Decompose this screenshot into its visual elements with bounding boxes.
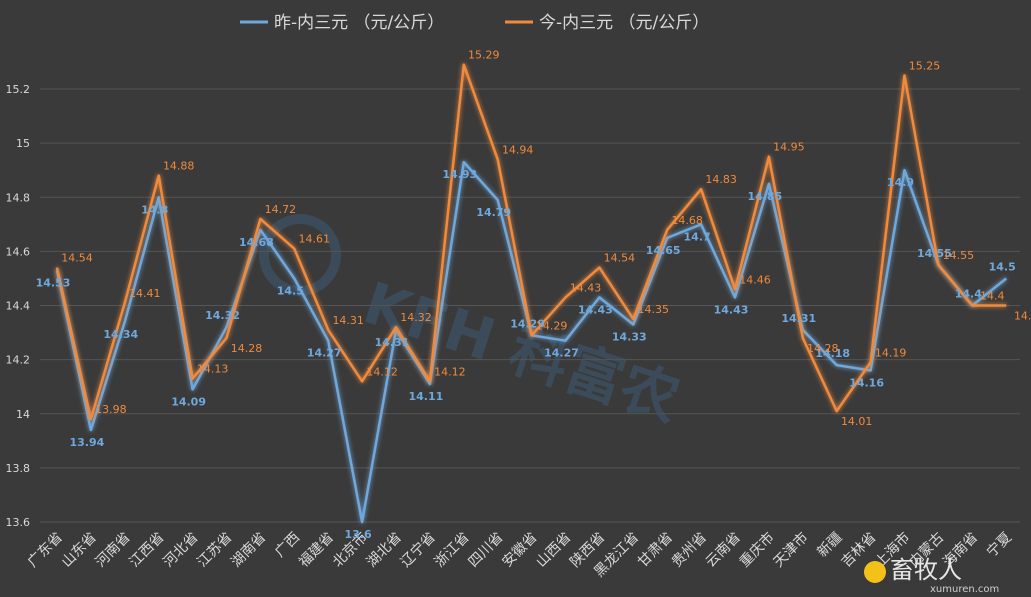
y-tick-label: 14.4: [6, 300, 31, 313]
data-label-yesterday: 14.8: [141, 203, 168, 216]
data-label-yesterday: 14.9: [887, 176, 914, 189]
series-lines: [55, 63, 1007, 524]
y-tick-label: 14.6: [6, 245, 31, 258]
x-tick-label: 宁夏: [983, 529, 1015, 561]
data-label-today: 14.4: [1014, 310, 1031, 323]
data-label-today: 14.72: [265, 203, 297, 216]
x-tick-label: 河南省: [93, 530, 134, 571]
data-label-today: 14.61: [299, 233, 331, 246]
x-tick-label: 四川省: [466, 530, 507, 571]
x-tick-label: 重庆市: [736, 529, 778, 571]
data-label-yesterday: 14.65: [646, 244, 681, 257]
y-tick-label: 14.8: [6, 191, 31, 204]
data-label-today: 14.68: [671, 214, 703, 227]
x-tick-label: 广东省: [25, 530, 66, 571]
legend-label-yesterday: 昨-内三元 （元/公斤）: [274, 13, 444, 33]
x-tick-label: 甘肃省: [635, 530, 676, 571]
grid: [40, 88, 1020, 523]
data-label-yesterday: 14.53: [36, 276, 71, 289]
heart-icon: [864, 561, 886, 583]
data-label-yesterday: 14.55: [917, 247, 952, 260]
x-tick-label: 贵州省: [669, 530, 710, 571]
data-label-today: 14.54: [61, 252, 93, 265]
data-label-yesterday: 14.09: [171, 395, 206, 408]
data-label-today: 14.94: [502, 143, 534, 156]
data-label-today: 14.13: [197, 363, 229, 376]
y-tick-label: 14: [16, 408, 30, 421]
y-tick-label: 13.6: [6, 516, 31, 529]
data-label-today: 14.28: [807, 342, 839, 355]
data-label-yesterday: 14.18: [815, 347, 850, 360]
data-label-yesterday: 13.6: [345, 528, 372, 541]
data-label-today: 14.35: [638, 303, 670, 316]
data-label-yesterday: 14.93: [442, 168, 477, 181]
data-label-yesterday: 14.29: [510, 317, 545, 330]
series-line-today: [55, 63, 1007, 421]
x-tick-label: 湖南省: [228, 530, 269, 571]
data-label-today: 14.83: [705, 173, 737, 186]
site-logo: 畜牧人 xumuren.com: [864, 556, 999, 595]
data-label-today: 14.31: [332, 314, 364, 327]
data-label-yesterday: 14.31: [781, 312, 816, 325]
data-label-yesterday: 14.27: [307, 347, 342, 360]
data-label-today: 14.95: [773, 141, 805, 154]
data-label-today: 14.32: [400, 311, 432, 324]
x-tick-label: 河北省: [160, 530, 201, 571]
data-label-today: 14.12: [434, 365, 466, 378]
data-label-today: 14.28: [231, 342, 263, 355]
x-tick-label: 江苏省: [194, 530, 235, 571]
data-label-today: 14.01: [841, 415, 873, 428]
data-label-today: 13.98: [95, 403, 127, 416]
data-label-today: 14.12: [366, 365, 398, 378]
x-tick-label: 江西省: [127, 530, 168, 571]
data-label-today: 14.55: [943, 249, 975, 262]
y-tick-label: 14.2: [6, 354, 31, 367]
x-tick-label: 山西省: [533, 530, 574, 571]
x-tick-label: 辽宁省: [397, 529, 439, 571]
data-label-yesterday: 14.85: [748, 190, 783, 203]
data-label-yesterday: 13.94: [70, 436, 105, 449]
y-tick-label: 15: [16, 137, 30, 150]
data-label-today: 14.41: [129, 287, 161, 300]
data-label-today: 14.46: [739, 273, 771, 286]
data-label-yesterday: 14.68: [239, 236, 274, 249]
data-label-yesterday: 14.31: [375, 336, 410, 349]
y-tick-label: 13.8: [6, 462, 31, 475]
x-tick-label: 云南省: [703, 530, 744, 571]
data-label-yesterday: 14.33: [612, 330, 647, 343]
logo-url: xumuren.com: [930, 584, 999, 595]
data-label-yesterday: 14.32: [205, 309, 240, 322]
y-tick-label: 15.2: [6, 83, 31, 96]
data-label-yesterday: 14.5: [989, 260, 1016, 273]
data-label-yesterday: 14.79: [476, 206, 511, 219]
x-tick-label: 浙江省: [432, 530, 473, 571]
data-label-yesterday: 14.11: [409, 390, 444, 403]
data-label-yesterday: 14.43: [578, 303, 613, 316]
x-tick-label: 山东省: [59, 530, 100, 571]
legend: 昨-内三元 （元/公斤） 今-内三元 （元/公斤）: [240, 13, 709, 33]
logo-name: 畜牧人: [890, 556, 962, 584]
data-label-yesterday: 14.34: [103, 328, 138, 341]
data-labels: 14.53 13.94 14.34 14.8 14.09 14.32 14.68 14.5 14…: [36, 49, 1031, 541]
data-label-yesterday: 14.7: [684, 230, 711, 243]
legend-label-today: 今-内三元 （元/公斤）: [539, 13, 709, 33]
data-label-yesterday: 14.4: [955, 288, 982, 301]
data-label-today: 14.29: [536, 319, 568, 332]
x-tick-label: 安徽省: [499, 530, 540, 571]
data-label-yesterday: 14.16: [849, 376, 884, 389]
data-label-today: 15.25: [909, 60, 941, 73]
data-label-today: 14.19: [875, 346, 907, 359]
y-axis: 13.6 13.8 14 14.2 14.4 14.6 14.8 15 15.2: [6, 83, 31, 529]
data-label-today: 14.4: [980, 290, 1005, 303]
data-label-yesterday: 14.27: [544, 347, 579, 360]
data-label-today: 14.43: [570, 281, 602, 294]
data-label-today: 14.88: [163, 160, 195, 173]
x-tick-label: 福建省: [296, 530, 337, 571]
data-label-yesterday: 14.5: [277, 284, 304, 297]
data-label-today: 14.54: [604, 252, 636, 265]
data-label-yesterday: 14.43: [714, 303, 749, 316]
data-label-today: 15.29: [468, 49, 500, 62]
x-tick-label: 天津市: [770, 529, 812, 571]
